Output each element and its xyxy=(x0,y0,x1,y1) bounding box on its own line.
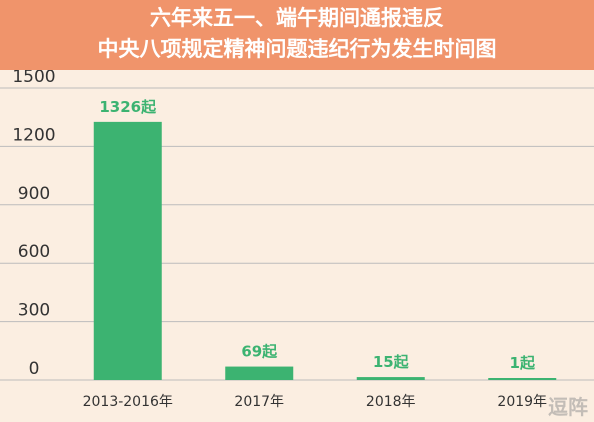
x-tick-label: 2017年 xyxy=(234,394,284,410)
chart-title-banner: 六年来五一、端午期间通报违反 中央八项规定精神问题违纪行为发生时间图 xyxy=(0,0,594,70)
bar xyxy=(488,378,557,380)
y-tick-label: 0 xyxy=(29,359,40,379)
bar-value-label: 15起 xyxy=(373,353,410,371)
chart-title-line-2: 中央八项规定精神问题违纪行为发生时间图 xyxy=(97,37,497,61)
x-tick-label: 2018年 xyxy=(366,394,416,410)
y-tick-label: 300 xyxy=(18,301,50,321)
y-tick-label: 1500 xyxy=(12,70,55,87)
watermark-text: 逗阵 xyxy=(548,395,588,419)
x-tick-label: 2013-2016年 xyxy=(83,394,173,410)
bar-value-label: 1起 xyxy=(510,354,536,372)
bar-value-label: 69起 xyxy=(241,343,278,361)
y-tick-label: 1200 xyxy=(12,125,55,145)
bar xyxy=(356,377,425,380)
bar xyxy=(225,366,294,380)
bar-chart: 0 300 600 900 1200 1500 1326起 2013-2016年 69起 2017… xyxy=(0,70,594,410)
y-tick-label: 600 xyxy=(18,242,50,262)
chart-title-line-1: 六年来五一、端午期间通报违反 xyxy=(150,6,444,30)
x-tick-label: 2019年 xyxy=(497,394,547,410)
bar xyxy=(93,121,162,380)
bar-value-label: 1326起 xyxy=(99,98,157,116)
y-tick-label: 900 xyxy=(18,184,50,204)
